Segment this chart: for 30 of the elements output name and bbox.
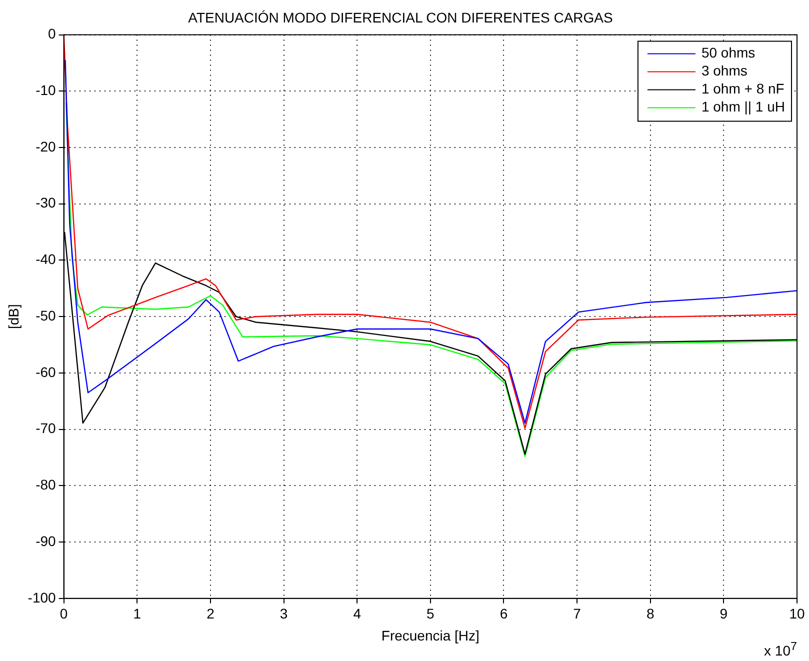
- x-tick-label: 9: [720, 606, 728, 622]
- y-tick-label: 0: [48, 26, 56, 42]
- x-tick-label: 5: [426, 606, 435, 622]
- legend-label: 3 ohms: [701, 62, 748, 79]
- y-tick-label: -30: [36, 194, 56, 211]
- legend-label: 1 ohm + 8 nF: [701, 80, 784, 97]
- x-tick-label: 6: [500, 606, 508, 622]
- x-tick-label: 1: [133, 606, 142, 622]
- legend-label: 50 ohms: [701, 44, 756, 61]
- legend-label: 1 ohm || 1 uH: [701, 98, 786, 115]
- x-tick-label: 0: [60, 606, 68, 622]
- y-tick-label: -90: [36, 532, 56, 549]
- y-tick-label: -100: [28, 589, 56, 606]
- y-tick-label: -60: [36, 364, 56, 380]
- y-tick-label: -80: [36, 476, 56, 493]
- text: x 10$^{7}$: [764, 640, 797, 659]
- x-tick-label: 3: [280, 606, 288, 622]
- y-tick-label: -40: [36, 251, 56, 268]
- x-tick-label: 7: [573, 606, 582, 622]
- y-tick-label: -10: [36, 82, 56, 98]
- y-tick-label: -50: [36, 307, 56, 324]
- y-tick-label: -70: [36, 420, 56, 436]
- x-tick-label: 8: [646, 606, 654, 622]
- x-tick-label: 10: [789, 606, 805, 622]
- chart-title: ATENUACIÓN MODO DIFERENCIAL CON DIFERENTES CARGAS: [188, 9, 613, 26]
- x-tick-label: 2: [206, 606, 215, 622]
- x-tick-label: 4: [353, 606, 362, 622]
- x-axis-title: Frecuencia [Hz]: [381, 627, 480, 644]
- y-tick-label: -20: [36, 138, 56, 154]
- y-axis-title: [dB]: [5, 304, 22, 330]
